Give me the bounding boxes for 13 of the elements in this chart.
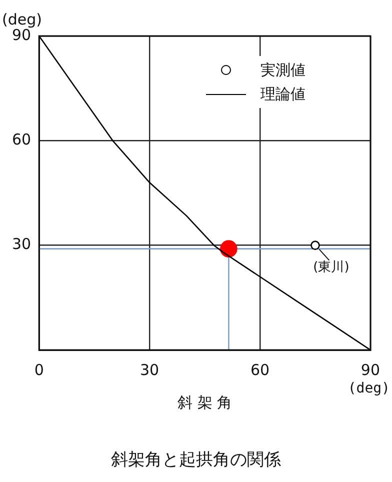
y-axis-title: (deg) [2,10,42,28]
x-tick-label: 90 [360,360,380,379]
text: 斜架角と起拱角の関係 [110,449,282,471]
x-tick-label: 60 [250,360,270,379]
legend-label: 理論値 [260,84,306,104]
x-tick-label: 0 [34,360,44,379]
y-tick-label: 30 [12,235,32,254]
x-tick-label: 30 [140,360,160,379]
x-axis-title: 斜 架 角 [178,393,232,412]
legend-label: 実測値 [260,60,306,80]
annotation: (東川) [313,260,350,276]
y-tick-label: 60 [12,130,32,149]
text: (deg) [348,380,390,397]
